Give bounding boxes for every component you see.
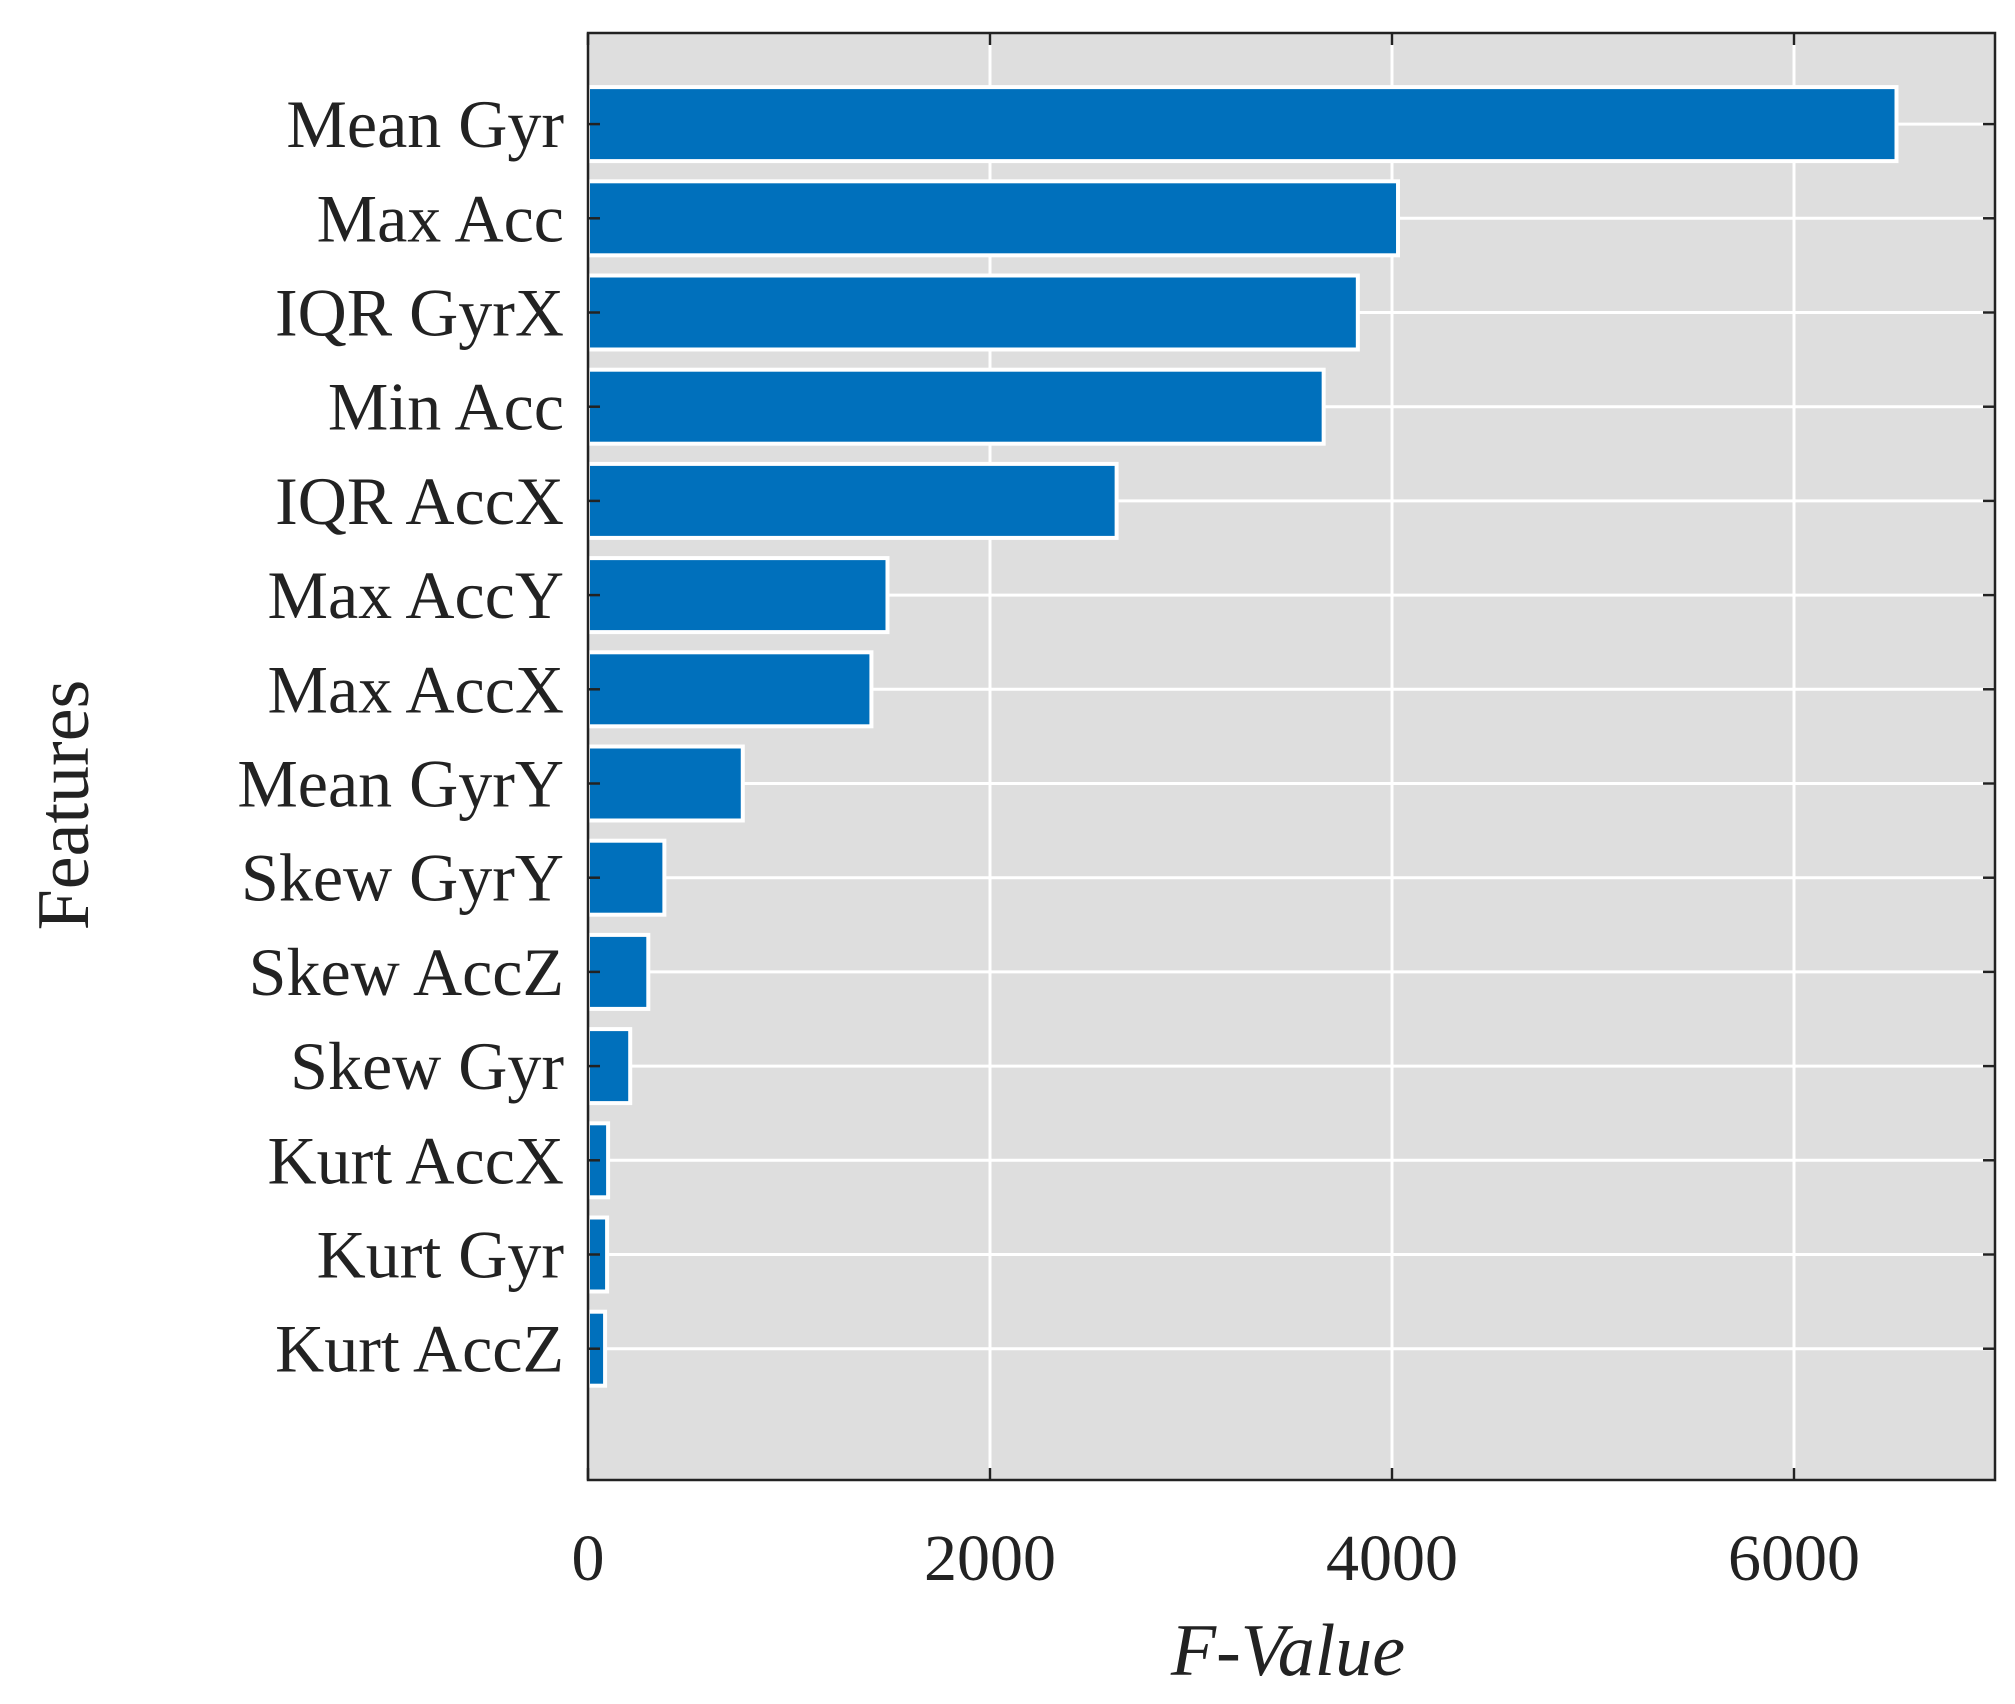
y-tick-label: Kurt AccZ [275, 1311, 564, 1387]
x-tick-label: 0 [572, 1522, 605, 1595]
y-tick-label: Skew Gyr [290, 1028, 564, 1104]
y-tick-label: Mean GyrY [237, 746, 564, 822]
y-tick-label: IQR GyrX [275, 275, 564, 351]
ticks [586, 33, 1995, 1480]
y-tick-label: Skew AccZ [249, 934, 564, 1010]
bar-max-acc [586, 179, 1401, 258]
bar-iqr-accx [586, 461, 1119, 540]
y-tick-label: Min Acc [328, 369, 564, 445]
y-tick-label: Kurt AccX [268, 1122, 564, 1198]
axes-frame [586, 31, 1997, 1482]
y-tick-label: Max Acc [317, 180, 564, 256]
bar-mean-gyr [586, 85, 1899, 164]
y-tick-label: Kurt Gyr [317, 1217, 565, 1293]
y-tick-label: IQR AccX [275, 463, 564, 539]
bar-max-accx [586, 650, 874, 729]
x-tick-label: 2000 [924, 1522, 1056, 1595]
tick-labels: 0 2000 4000 6000 Mean Gyr Max Acc IQR GyrX Min … [237, 86, 1860, 1595]
y-tick-label: Mean Gyr [286, 86, 564, 162]
bar-min-acc [586, 367, 1326, 446]
bars [586, 85, 1899, 1388]
y-tick-label: Skew GyrY [241, 840, 564, 916]
bar-iqr-gyrx [586, 273, 1360, 352]
x-axis-label: F-Value [1170, 1610, 1405, 1692]
bar-max-accy [586, 556, 890, 635]
y-tick-label: Max AccY [268, 557, 564, 633]
y-tick-label: Max AccX [268, 651, 564, 727]
x-tick-label: 4000 [1326, 1522, 1458, 1595]
y-axis-label: Features [23, 680, 105, 931]
bar-mean-gyry [586, 744, 745, 823]
bar-skew-gyry [586, 838, 667, 917]
x-tick-label: 6000 [1728, 1522, 1860, 1595]
